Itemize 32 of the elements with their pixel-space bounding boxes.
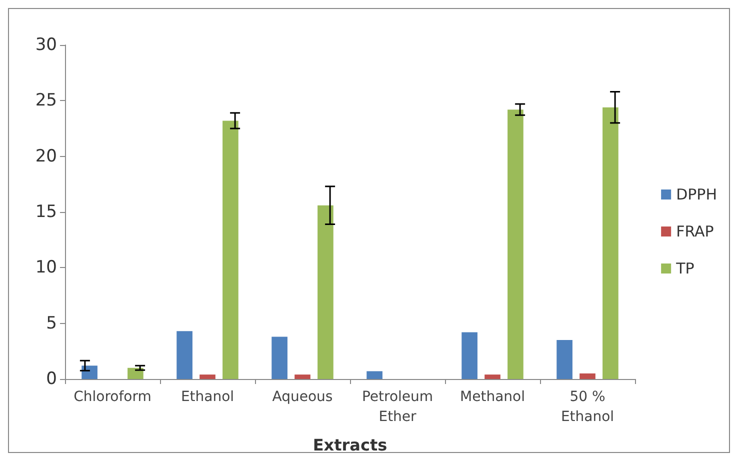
- bar: [484, 374, 500, 379]
- bar: [272, 336, 288, 379]
- y-tick-label: 0: [46, 369, 57, 389]
- bar: [294, 374, 310, 379]
- x-tick-label: Ethanol: [180, 389, 234, 405]
- bar: [200, 374, 216, 379]
- bar: [602, 107, 618, 379]
- bar: [580, 373, 596, 379]
- y-tick-label: 15: [35, 202, 57, 222]
- y-tick-label: 25: [35, 90, 57, 111]
- bar: [556, 340, 572, 379]
- legend-label: DPPH: [676, 186, 717, 204]
- bar: [128, 368, 144, 379]
- y-tick-label: 30: [35, 35, 57, 55]
- bar: [462, 332, 478, 379]
- bar: [366, 371, 382, 379]
- bar: [318, 205, 334, 379]
- y-tick-label: 20: [35, 146, 57, 166]
- bar: [508, 110, 524, 379]
- legend-label: TP: [675, 260, 694, 278]
- legend-label: FRAP: [676, 222, 714, 240]
- x-tick-label: 50 % Ethanol: [560, 389, 614, 425]
- bar: [176, 331, 192, 379]
- bar: [82, 366, 98, 379]
- bar: [222, 120, 238, 379]
- x-tick-label: Chloroform: [74, 389, 152, 405]
- y-tick-label: 10: [35, 258, 57, 278]
- x-tick-label: Petroleum Ether: [362, 389, 434, 425]
- x-tick-label: Aqueous: [272, 389, 333, 405]
- y-tick-label: 5: [46, 313, 57, 334]
- x-axis-title: Extracts: [312, 436, 388, 454]
- x-tick-label: Methanol: [460, 389, 525, 405]
